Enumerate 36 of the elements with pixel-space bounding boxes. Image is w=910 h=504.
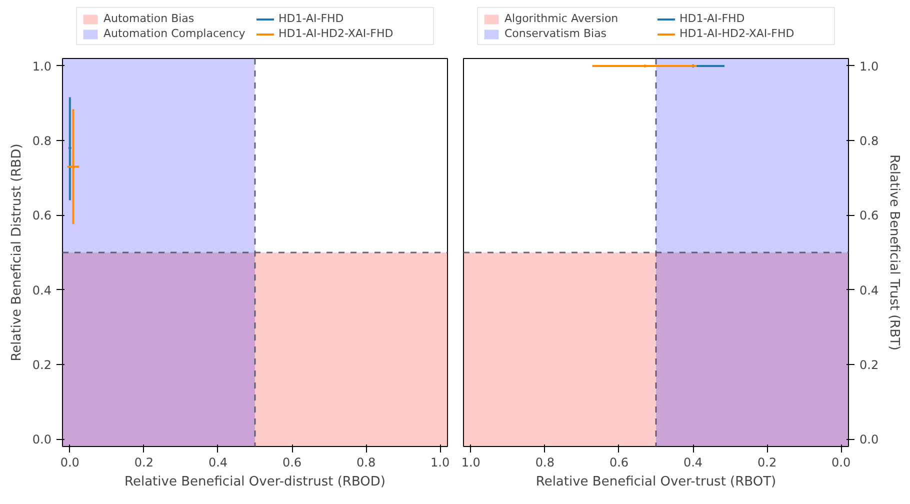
- x-tick-label: 0.0: [60, 456, 80, 470]
- x-tick-label: 0.8: [356, 456, 376, 470]
- y2-axis-title: Relative Beneficial Trust (RBT): [886, 154, 902, 351]
- x-tick-label: 0.8: [535, 456, 554, 470]
- y-tick-label: 0.0: [32, 432, 52, 447]
- legend-label: HD1-AI-FHD: [278, 12, 345, 25]
- x-tick-label: 0.4: [208, 456, 228, 470]
- legend-label: HD1-AI-HD2-XAI-FHD: [278, 27, 394, 40]
- y2-tick-label: 0.2: [860, 358, 879, 372]
- y2-tick-label: 0.0: [860, 432, 879, 447]
- x-tick-label: 0.0: [832, 456, 851, 470]
- y-axis-title: Relative Beneficial Distrust (RBD): [9, 144, 24, 362]
- x-axis-title: Relative Beneficial Over-trust (RBOT): [536, 474, 776, 490]
- x-tick-label: 1.0: [461, 456, 480, 470]
- legend-label: Conservatism Bias: [504, 27, 608, 40]
- y2-tick-label: 0.6: [860, 208, 879, 223]
- y-tick-label: 0.6: [32, 208, 52, 223]
- legend-label: Algorithmic Aversion: [504, 12, 620, 25]
- legend-label: Automation Bias: [104, 12, 196, 25]
- x-tick-label: 0.2: [134, 456, 154, 470]
- legend-label: Automation Complacency: [104, 27, 246, 40]
- y2-tick-label: 0.4: [860, 283, 879, 298]
- x-axis-title: Relative Beneficial Over-distrust (RBOD): [124, 474, 386, 490]
- y-tick-label: 1.0: [32, 59, 52, 74]
- x-tick-label: 1.0: [430, 456, 450, 470]
- legend-label: HD1-AI-FHD: [680, 12, 746, 25]
- y2-tick-label: 1.0: [860, 59, 879, 74]
- y2-tick-label: 0.8: [860, 134, 879, 148]
- x-tick-label: 0.6: [282, 456, 302, 470]
- y-tick-label: 0.4: [32, 283, 52, 298]
- x-tick-label: 0.6: [609, 456, 629, 470]
- legend-label: HD1-AI-HD2-XAI-FHD: [680, 27, 796, 40]
- y-tick-label: 0.8: [32, 134, 52, 148]
- x-tick-label: 0.2: [758, 456, 777, 470]
- y-tick-label: 0.2: [32, 358, 52, 372]
- x-tick-label: 0.4: [683, 456, 703, 470]
